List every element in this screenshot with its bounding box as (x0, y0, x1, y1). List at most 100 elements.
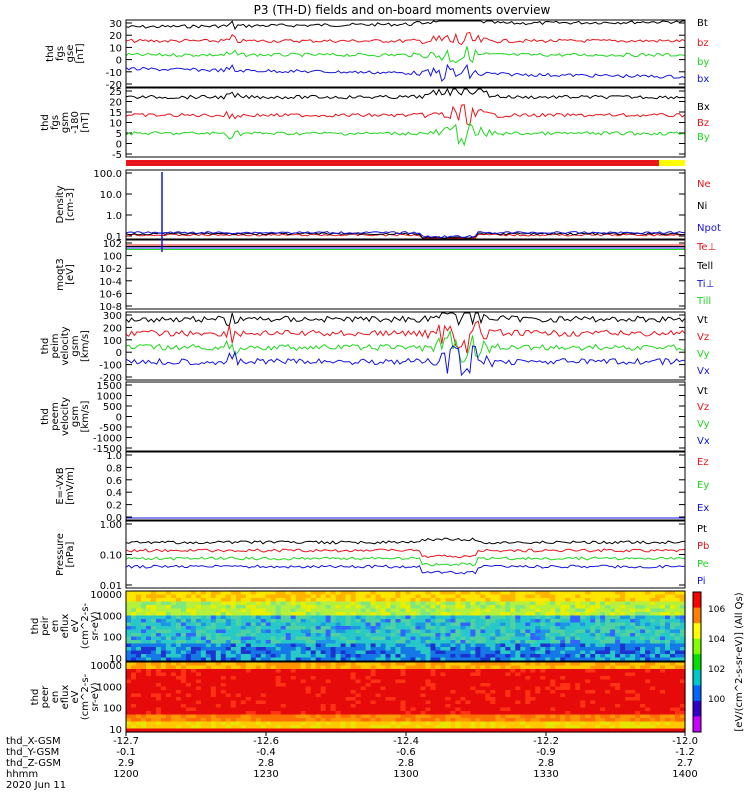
heatmap-cell (280, 718, 287, 723)
heatmap-cell (460, 612, 466, 617)
heatmap-cell (131, 676, 137, 681)
heatmap-cell (270, 629, 277, 634)
heatmap-cell (131, 626, 137, 631)
heatmap-cell (270, 650, 277, 655)
heatmap-cell (435, 629, 441, 634)
heatmap-cell (415, 640, 422, 645)
heatmap-cell (410, 714, 417, 719)
heatmap-cell (350, 672, 357, 677)
series-line-Vx (125, 345, 685, 377)
heatmap-cell (525, 657, 531, 662)
heatmap-cell (670, 676, 676, 681)
heatmap-cell (210, 718, 217, 723)
heatmap-cell (175, 714, 182, 719)
heatmap-cell (330, 669, 337, 674)
heatmap-cell (305, 591, 312, 596)
heatmap-cell (630, 626, 636, 631)
heatmap-cell (665, 615, 671, 620)
heatmap-cell (625, 647, 631, 652)
heatmap-cell (300, 650, 307, 655)
heatmap-cell (635, 615, 641, 620)
series-line-Ni (125, 232, 686, 239)
heatmap-cell (515, 622, 521, 627)
heatmap-cell (430, 697, 437, 702)
heatmap-cell (560, 711, 566, 716)
heatmap-cell (560, 615, 566, 620)
heatmap-cell (420, 615, 427, 620)
heatmap-cell (355, 714, 362, 719)
heatmap-cell (151, 605, 157, 610)
heatmap-cell (175, 636, 182, 641)
heatmap-cell (520, 686, 526, 691)
heatmap-cell (490, 608, 496, 613)
heatmap-cell (455, 591, 461, 596)
heatmap-cell (590, 591, 596, 596)
heatmap-cell (610, 612, 616, 617)
heatmap-cell (565, 591, 571, 596)
heatmap-cell (520, 697, 526, 702)
heatmap-cell (425, 622, 432, 627)
heatmap-cell (265, 654, 272, 659)
heatmap-cell (520, 650, 526, 655)
heatmap-cell (450, 711, 456, 716)
heatmap-cell (495, 686, 501, 691)
heatmap-cell (565, 640, 571, 645)
heatmap-cell (575, 598, 581, 603)
heatmap-cell (525, 665, 531, 670)
heatmap-cell (605, 647, 611, 652)
heatmap-cell (170, 665, 177, 670)
heatmap-cell (180, 594, 187, 599)
heatmap-cell (575, 640, 581, 645)
heatmap-cell (350, 622, 357, 627)
heatmap-cell (595, 626, 601, 631)
heatmap-cell (131, 594, 137, 599)
heatmap-cell (415, 728, 422, 733)
heatmap-cell (405, 728, 412, 733)
heatmap-cell (525, 636, 531, 641)
heatmap-cell (175, 647, 182, 652)
heatmap-cell (530, 669, 536, 674)
ylabel-line: [eV] (65, 264, 76, 285)
heatmap-cell (455, 598, 461, 603)
ylabel-pressure: Pressure [nPa] (55, 533, 76, 576)
heatmap-cell (240, 608, 247, 613)
heatmap-cell (270, 718, 277, 723)
heatmap-cell (505, 654, 511, 659)
heatmap-cell (230, 643, 237, 648)
heatmap-cell (415, 594, 422, 599)
heatmap-cell (270, 679, 277, 684)
heatmap-cell (305, 619, 312, 624)
heatmap-cell (240, 676, 247, 681)
heatmap-cell (660, 707, 666, 712)
heatmap-cell (305, 662, 312, 667)
heatmap-cell (320, 594, 327, 599)
heatmap-cell (225, 700, 232, 705)
heatmap-cell (210, 650, 217, 655)
heatmap-cell (260, 626, 267, 631)
heatmap-cell (540, 647, 546, 652)
heatmap-cell (460, 697, 466, 702)
heatmap-cell (230, 640, 237, 645)
panel-frame (125, 451, 686, 521)
heatmap-cell (595, 704, 601, 709)
heatmap-cell (600, 629, 606, 634)
heatmap-cell (300, 690, 307, 695)
heatmap-cell (170, 704, 177, 709)
heatmap-cell (210, 672, 217, 677)
heatmap-cell (625, 615, 631, 620)
heatmap-cell (270, 669, 277, 674)
heatmap-cell (260, 714, 267, 719)
heatmap-cell (555, 605, 561, 610)
heatmap-cell (610, 718, 616, 723)
heatmap-cell (195, 598, 202, 603)
heatmap-cell (510, 693, 516, 698)
heatmap-cell (170, 686, 177, 691)
heatmap-cell (425, 676, 432, 681)
heatmap-cell (540, 672, 546, 677)
heatmap-cell (170, 626, 177, 631)
heatmap-cell (620, 608, 626, 613)
ylabel-line: en (50, 620, 61, 633)
heatmap-cell (220, 693, 227, 698)
heatmap-cell (545, 626, 551, 631)
heatmap-cell (455, 654, 461, 659)
